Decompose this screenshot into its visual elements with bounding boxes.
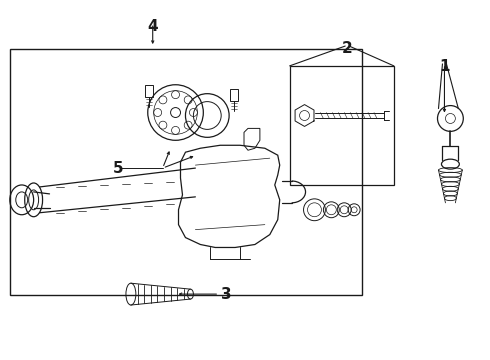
Text: 5: 5 — [113, 161, 123, 176]
Bar — [145, 85, 153, 96]
Bar — [10, 49, 362, 295]
Text: 3: 3 — [221, 287, 232, 302]
Text: 4: 4 — [147, 19, 158, 34]
Bar — [230, 89, 238, 100]
Bar — [290, 66, 394, 185]
Text: 2: 2 — [342, 41, 353, 56]
Text: 1: 1 — [439, 59, 450, 74]
